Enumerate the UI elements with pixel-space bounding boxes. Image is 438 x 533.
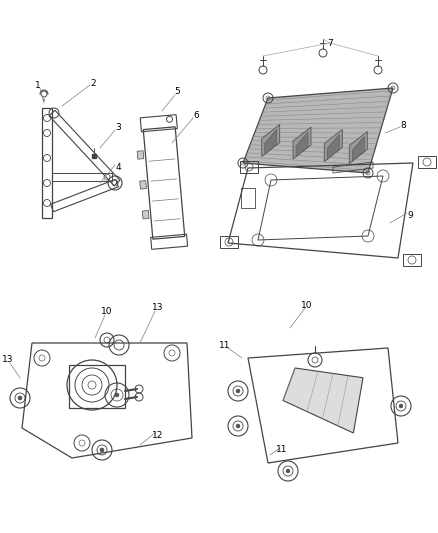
Circle shape	[115, 393, 119, 397]
Polygon shape	[142, 211, 149, 219]
Circle shape	[100, 448, 104, 452]
Text: 11: 11	[276, 446, 288, 455]
Text: 13: 13	[2, 356, 14, 365]
Text: 11: 11	[219, 341, 231, 350]
Circle shape	[399, 404, 403, 408]
Text: 7: 7	[327, 38, 333, 47]
Circle shape	[286, 469, 290, 473]
Text: 9: 9	[407, 211, 413, 220]
Polygon shape	[137, 151, 144, 159]
Polygon shape	[293, 127, 311, 159]
Text: 10: 10	[101, 308, 113, 317]
Polygon shape	[352, 136, 364, 161]
Text: 6: 6	[193, 110, 199, 119]
Polygon shape	[262, 125, 280, 157]
Text: 12: 12	[152, 432, 164, 440]
Polygon shape	[327, 134, 339, 159]
Polygon shape	[296, 132, 308, 157]
Text: 10: 10	[301, 301, 313, 310]
Text: 1: 1	[35, 80, 41, 90]
Polygon shape	[140, 181, 146, 189]
Circle shape	[236, 424, 240, 428]
Text: 3: 3	[115, 123, 121, 132]
Polygon shape	[283, 368, 363, 433]
Polygon shape	[324, 130, 342, 161]
Text: 8: 8	[400, 120, 406, 130]
Circle shape	[236, 389, 240, 393]
Text: 4: 4	[115, 164, 121, 173]
Circle shape	[18, 396, 22, 400]
Polygon shape	[265, 130, 277, 155]
Text: 5: 5	[174, 87, 180, 96]
Text: 13: 13	[152, 303, 164, 312]
Polygon shape	[243, 88, 393, 173]
Polygon shape	[349, 132, 367, 164]
Text: 2: 2	[90, 78, 96, 87]
